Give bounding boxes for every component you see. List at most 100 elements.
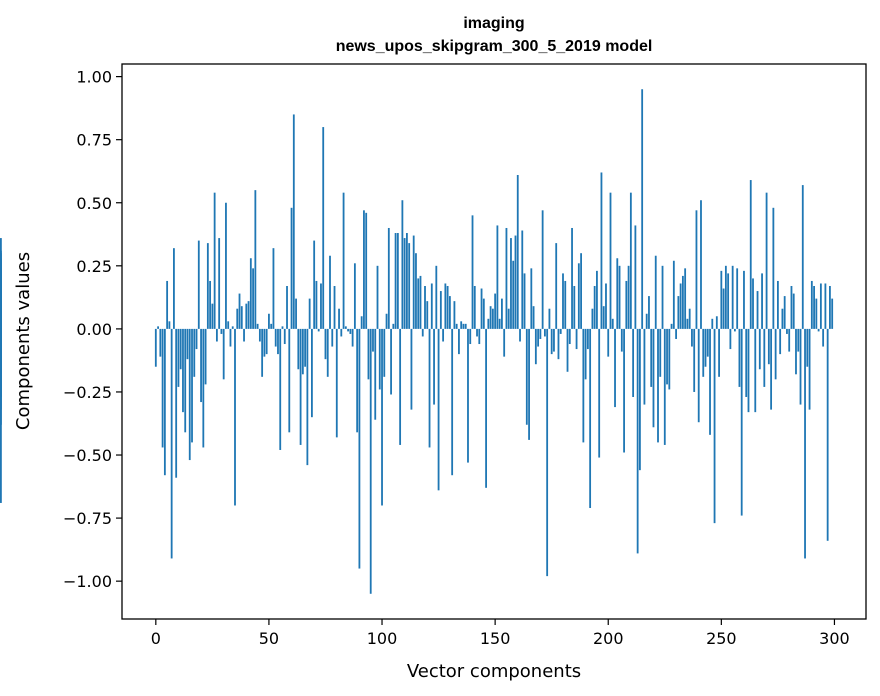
bar — [521, 230, 524, 329]
bar — [301, 328, 304, 375]
bar — [349, 328, 352, 334]
bar — [734, 328, 736, 332]
bar — [749, 180, 752, 329]
bar — [374, 328, 377, 420]
y-tick-label: 0.00 — [76, 320, 112, 339]
bar — [743, 270, 745, 329]
bar — [485, 328, 487, 488]
bar — [539, 328, 542, 339]
bar — [523, 273, 526, 329]
bar — [679, 283, 682, 329]
bar — [252, 268, 254, 329]
x-axis-title: Vector components — [407, 661, 581, 682]
bar — [525, 328, 528, 425]
bar — [715, 316, 718, 329]
bar — [731, 265, 734, 329]
bar — [177, 328, 180, 387]
bar — [639, 328, 641, 471]
bar — [353, 263, 356, 329]
bar — [562, 273, 564, 329]
bar — [342, 192, 345, 329]
bar — [598, 328, 601, 458]
x-tick-label: 0 — [151, 629, 161, 648]
bar — [442, 328, 445, 342]
bar — [564, 280, 567, 329]
bar — [437, 328, 440, 491]
bar — [234, 328, 236, 506]
bar — [704, 328, 707, 367]
bar — [197, 240, 200, 329]
bar — [460, 321, 463, 329]
bar — [765, 192, 768, 329]
bar — [163, 328, 166, 476]
bar — [824, 283, 827, 329]
bar — [256, 323, 259, 329]
bar — [501, 298, 503, 329]
bar — [272, 248, 275, 329]
bar — [709, 328, 711, 435]
bar — [385, 313, 388, 329]
y-tick-label: 0.25 — [76, 257, 112, 276]
bar — [367, 328, 370, 380]
bar — [331, 328, 334, 347]
bar — [652, 328, 655, 428]
bar — [313, 240, 316, 329]
bar — [324, 328, 327, 360]
bar — [636, 328, 639, 554]
bar — [304, 328, 307, 367]
bar — [206, 243, 209, 329]
bar — [209, 280, 212, 329]
bar — [399, 328, 402, 445]
bar — [772, 207, 775, 329]
bar — [372, 328, 374, 352]
bar — [446, 286, 449, 329]
bar — [756, 291, 759, 329]
y-tick-label: −0.50 — [63, 446, 112, 465]
bar — [831, 298, 834, 329]
bar — [458, 328, 460, 355]
bar — [369, 328, 372, 594]
bar — [553, 328, 555, 352]
bar — [808, 328, 811, 410]
bar — [675, 328, 677, 339]
bar — [740, 328, 743, 516]
bar — [419, 275, 422, 329]
y-tick-label: −1.00 — [63, 572, 112, 591]
bar — [546, 328, 549, 577]
bar — [688, 308, 691, 329]
bar — [238, 293, 241, 329]
bar — [344, 326, 347, 329]
y-tick-label: 0.50 — [76, 194, 112, 213]
bar — [686, 318, 689, 329]
bar — [478, 328, 481, 345]
bar — [173, 248, 175, 329]
bar — [213, 192, 216, 329]
bar — [356, 328, 359, 433]
bar — [191, 328, 193, 443]
bar — [611, 318, 614, 329]
bar — [222, 328, 225, 380]
bar — [340, 328, 343, 337]
bar — [516, 175, 519, 329]
bar — [510, 238, 512, 329]
bar — [412, 235, 415, 329]
y-tick-label: 1.00 — [76, 68, 112, 87]
bar — [329, 255, 331, 329]
bar — [387, 227, 390, 329]
bar — [792, 293, 795, 329]
bar — [0, 328, 2, 342]
bar — [557, 328, 560, 360]
x-tick-label: 300 — [819, 629, 850, 648]
bar — [754, 328, 757, 413]
bar — [396, 233, 399, 329]
bar — [826, 328, 829, 541]
bar — [786, 328, 788, 334]
bar — [580, 253, 582, 329]
bar — [600, 172, 603, 329]
bar — [507, 308, 510, 329]
bar — [462, 323, 465, 329]
bar — [505, 227, 508, 329]
bar — [729, 328, 732, 350]
bar — [632, 328, 635, 397]
